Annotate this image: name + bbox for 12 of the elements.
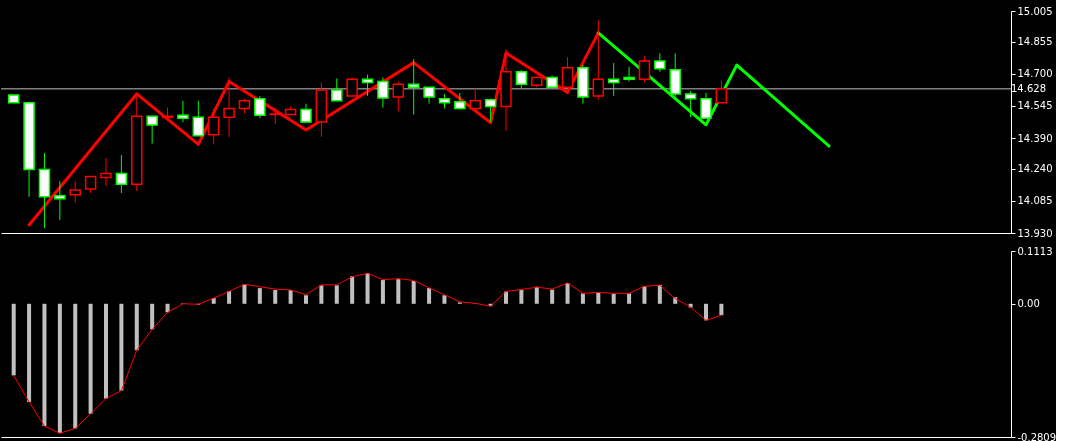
y-tick-label: 0.00 xyxy=(1017,298,1040,310)
y-tick-label: 14.545 xyxy=(1017,100,1053,112)
y-tick-label: 14.240 xyxy=(1017,163,1053,175)
y-tick-label: 15.005 xyxy=(1017,5,1053,17)
y-tick-label: -0.2809 xyxy=(1017,431,1057,441)
y-tick-label: 14.855 xyxy=(1017,36,1053,48)
y-tick-label: 14.085 xyxy=(1017,195,1053,207)
y-tick-label: 13.930 xyxy=(1017,227,1053,239)
ref-line-label: 14.628 xyxy=(1011,82,1046,94)
y-tick-label: 14.700 xyxy=(1017,68,1053,80)
y-tick-label: 0.1113 xyxy=(1017,245,1053,257)
y-tick-label: 14.390 xyxy=(1017,132,1053,144)
